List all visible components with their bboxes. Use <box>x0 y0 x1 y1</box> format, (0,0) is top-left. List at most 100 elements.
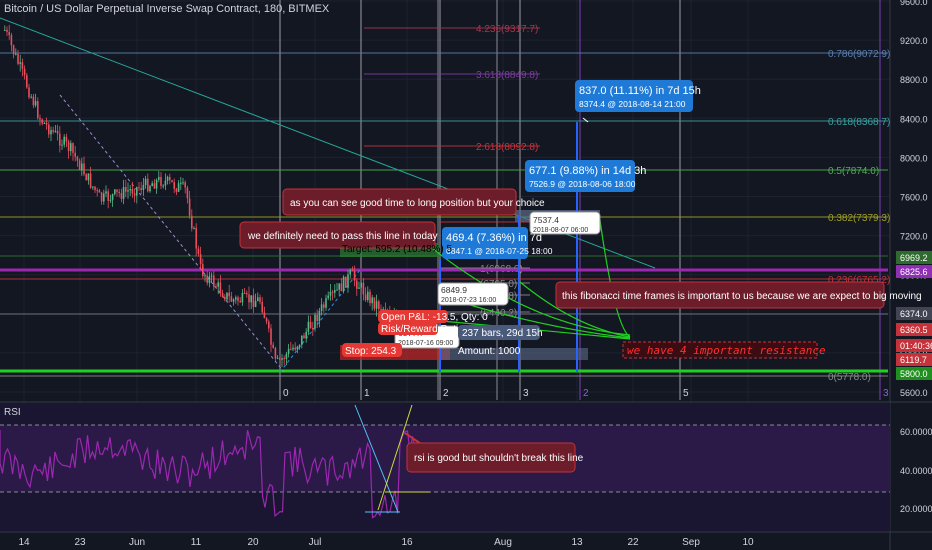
candle-body <box>208 276 211 283</box>
candle-body <box>261 301 263 313</box>
candle-body <box>312 328 314 330</box>
candle-body <box>380 308 382 310</box>
fib-level-label: 3.618(8849.8) <box>476 70 538 81</box>
candle-body <box>246 293 248 295</box>
candle-body <box>122 187 125 199</box>
measure-label-box <box>575 80 693 112</box>
candle-body <box>309 321 312 329</box>
annotation-box <box>282 188 517 216</box>
candle-body <box>235 297 237 300</box>
candle-body <box>61 144 63 146</box>
candle-body <box>334 290 336 293</box>
candle-body <box>243 293 246 295</box>
position-open: Open P&L: -13.5, Qty: 0 <box>381 312 488 323</box>
candle-body <box>327 295 329 299</box>
candle-body <box>356 280 358 289</box>
candle-body <box>166 176 169 181</box>
candle-body <box>345 276 347 288</box>
fib-level-label: 0.618(8368.7) <box>828 117 890 128</box>
candle-body <box>331 291 334 293</box>
candle-body <box>274 347 277 359</box>
candle-body <box>52 130 54 132</box>
time-tick: 20 <box>247 537 259 548</box>
candle-body <box>336 289 338 291</box>
annotation-text: this fibonacci time frames is important … <box>562 291 922 302</box>
candle-body <box>54 130 57 132</box>
candle-body <box>19 62 21 64</box>
candle-body <box>263 312 266 319</box>
time-zone-label: 2 <box>443 388 449 399</box>
position-target: Target: 595.2 (10.48%) 5 <box>342 244 453 255</box>
candle-body <box>228 292 230 297</box>
candle-body <box>353 271 356 281</box>
position-risk: Risk/Reward Ratio: 6.07 <box>381 324 489 335</box>
candle-body <box>105 191 107 194</box>
price-tag-box <box>896 367 932 380</box>
candle-body <box>138 187 140 189</box>
candle-body <box>164 180 167 186</box>
price-tag-box <box>896 339 932 352</box>
candle-body <box>375 301 378 309</box>
fib-level-label: 2.618(8092.8) <box>476 142 538 153</box>
candle-body <box>155 179 158 189</box>
green-arrow <box>519 281 631 338</box>
time-tick: Jul <box>309 537 322 548</box>
measure-label-main: 469.4 (7.36%) in 7d <box>446 232 542 244</box>
candle-body <box>67 141 70 152</box>
candle-body <box>72 143 74 153</box>
candle-body <box>87 173 90 181</box>
fib-level-label: 0.236(6765.2) <box>828 275 890 286</box>
candle-body <box>142 185 145 191</box>
candle-body <box>120 193 123 199</box>
candle-body <box>307 321 310 332</box>
time-zone-label: 5 <box>683 388 689 399</box>
rsi-line <box>0 430 421 519</box>
candle-body <box>85 174 87 181</box>
candle-body <box>371 297 373 304</box>
candle-body <box>149 186 151 192</box>
candle-body <box>378 301 380 309</box>
price-tag: 6360.5 <box>900 325 928 335</box>
candle-body <box>248 294 250 303</box>
time-tick: Jun <box>129 537 145 548</box>
candle-body <box>48 124 50 135</box>
candle-body <box>182 182 184 184</box>
price-tick: 9200.0 <box>900 36 928 46</box>
rsi-tick: 20.0000 <box>900 504 932 514</box>
candle-body <box>252 295 255 307</box>
candle-body <box>21 62 24 69</box>
time-tick: 23 <box>74 537 86 548</box>
candle-body <box>254 300 257 307</box>
time-tick: Aug <box>494 537 512 548</box>
time-tick: 11 <box>191 537 202 548</box>
measure-label-box <box>525 160 635 192</box>
position-open-box <box>378 310 448 323</box>
position-stop: Stop: 254.3 <box>345 346 397 357</box>
candle-body <box>351 270 354 272</box>
candle-body <box>8 31 10 36</box>
candle-body <box>144 178 147 186</box>
green-arrow <box>459 301 631 339</box>
candle-body <box>180 182 182 184</box>
candle-body <box>329 291 332 296</box>
time-zone-label: 2 <box>583 388 589 399</box>
candle-body <box>298 344 301 347</box>
candle-body <box>116 189 118 192</box>
price-tag: 01:40:36 <box>900 341 932 351</box>
time-tick: 22 <box>627 537 639 548</box>
candle-body <box>382 309 384 311</box>
candle-body <box>94 186 96 191</box>
price-tag: 6969.2 <box>900 253 928 263</box>
candle-body <box>320 304 323 311</box>
candle-body <box>296 346 299 350</box>
rsi-trend-line <box>354 404 399 513</box>
price-tag-box <box>896 265 932 278</box>
price-tag: 6374.0 <box>900 309 928 319</box>
candle-body <box>369 291 371 304</box>
candle-body <box>70 143 72 152</box>
candle-body <box>301 335 303 345</box>
candle-body <box>153 183 156 189</box>
candle-body <box>23 68 26 76</box>
candle-body <box>65 136 68 142</box>
